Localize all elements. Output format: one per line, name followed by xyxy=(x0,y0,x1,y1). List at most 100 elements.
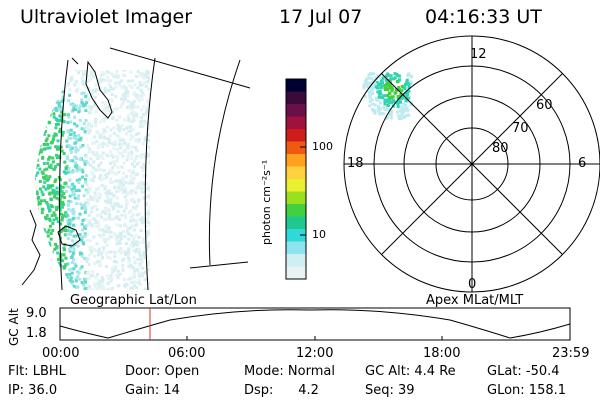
aurora-pixel xyxy=(57,147,60,151)
aurora-pixel xyxy=(132,159,136,163)
aurora-pixel xyxy=(80,222,84,226)
polar-aurora-pixel xyxy=(385,116,389,120)
aurora-pixel xyxy=(42,278,46,282)
aurora-pixel xyxy=(109,79,113,83)
aurora-pixel xyxy=(109,161,112,165)
coastline xyxy=(71,57,79,65)
polar-aurora-pixel xyxy=(386,93,390,97)
aurora-pixel xyxy=(35,101,38,105)
mlt-label-6: 6 xyxy=(578,156,587,171)
aurora-pixel xyxy=(106,154,110,158)
aurora-pixel xyxy=(38,109,42,113)
aurora-pixel xyxy=(55,206,59,209)
aurora-pixel xyxy=(64,214,68,218)
aurora-pixel xyxy=(106,144,110,148)
aurora-pixel xyxy=(127,227,131,231)
info-dsp: Dsp: 4.2 xyxy=(244,383,319,398)
aurora-pixel xyxy=(103,185,107,189)
aurora-pixel xyxy=(126,192,130,196)
aurora-pixel xyxy=(70,267,74,271)
aurora-pixel xyxy=(41,278,44,282)
aurora-pixel xyxy=(126,255,130,259)
aurora-pixel xyxy=(77,70,81,72)
time-tick-0600: 06:00 xyxy=(168,346,206,361)
aurora-pixel xyxy=(88,239,92,243)
aurora-pixel xyxy=(123,118,127,122)
aurora-pixel xyxy=(94,282,98,286)
aurora-pixel xyxy=(128,79,132,83)
aurora-pixel xyxy=(68,159,72,163)
aurora-pixel xyxy=(99,235,103,239)
aurora-pixel xyxy=(96,157,100,160)
aurora-pixel xyxy=(80,127,84,131)
aurora-pixel xyxy=(46,142,50,146)
aurora-pixel xyxy=(143,74,147,78)
colorbar-tick-100: 100 xyxy=(312,140,333,153)
aurora-pixel xyxy=(31,185,34,188)
aurora-pixel xyxy=(30,227,33,230)
aurora-pixel xyxy=(32,107,35,110)
aurora-pixel xyxy=(111,166,115,170)
aurora-pixel xyxy=(35,137,36,141)
aurora-pixel xyxy=(97,247,101,251)
polar-aurora-pixel xyxy=(365,81,369,85)
aurora-pixel xyxy=(106,195,109,198)
aurora-pixel xyxy=(129,286,133,290)
polar-aurora-pixel xyxy=(390,89,394,93)
aurora-pixel xyxy=(96,260,100,264)
aurora-pixel xyxy=(40,255,44,259)
aurora-pixel xyxy=(109,179,113,183)
aurora-pixel xyxy=(59,230,63,234)
aurora-pixel xyxy=(120,205,124,209)
aurora-pixel xyxy=(115,118,119,122)
aurora-pixel xyxy=(138,81,142,85)
aurora-pixel xyxy=(78,138,82,142)
aurora-pixel xyxy=(53,92,57,96)
aurora-pixel xyxy=(154,257,157,260)
aurora-pixel xyxy=(72,267,76,271)
aurora-pixel xyxy=(62,246,66,250)
aurora-pixel xyxy=(153,103,156,106)
aurora-pixel xyxy=(47,228,51,232)
aurora-pixel xyxy=(54,278,58,282)
polar-aurora-pixel xyxy=(386,83,390,87)
aurora-pixel xyxy=(97,250,101,254)
aurora-pixel xyxy=(109,98,113,102)
aurora-pixel xyxy=(65,184,69,188)
aurora-pixel xyxy=(38,266,42,270)
aurora-pixel xyxy=(122,250,126,254)
aurora-pixel xyxy=(103,87,107,90)
aurora-pixel xyxy=(146,63,149,66)
aurora-pixel xyxy=(137,272,141,276)
aurora-pixel xyxy=(89,157,93,161)
aurora-pixel xyxy=(122,171,125,175)
aurora-pixel xyxy=(46,230,50,234)
aurora-pixel xyxy=(117,182,121,186)
aurora-pixel xyxy=(69,71,73,75)
aurora-pixel xyxy=(78,157,82,161)
aurora-pixel xyxy=(118,142,121,146)
aurora-pixel xyxy=(73,115,77,119)
aurora-pixel xyxy=(52,218,56,222)
aurora-pixel xyxy=(140,108,144,112)
aurora-pixel xyxy=(154,85,157,88)
aurora-pixel xyxy=(69,148,72,152)
aurora-pixel xyxy=(35,133,37,137)
aurora-pixel xyxy=(138,262,142,266)
aurora-pixel xyxy=(48,72,52,76)
polar-aurora-pixel xyxy=(367,73,371,77)
aurora-pixel xyxy=(106,228,110,232)
polar-aurora-pixel xyxy=(369,81,373,85)
aurora-pixel xyxy=(30,182,33,185)
aurora-pixel xyxy=(139,180,143,184)
aurora-pixel xyxy=(102,78,106,82)
aurora-pixel xyxy=(55,208,58,211)
map-grid-line xyxy=(189,261,249,269)
aurora-pixel xyxy=(153,201,156,204)
aurora-pixel xyxy=(40,284,44,288)
aurora-pixel xyxy=(40,291,43,294)
polar-aurora-pixel xyxy=(374,96,378,100)
aurora-pixel xyxy=(153,143,156,146)
aurora-pixel xyxy=(116,107,120,111)
aurora-pixel xyxy=(124,282,128,286)
